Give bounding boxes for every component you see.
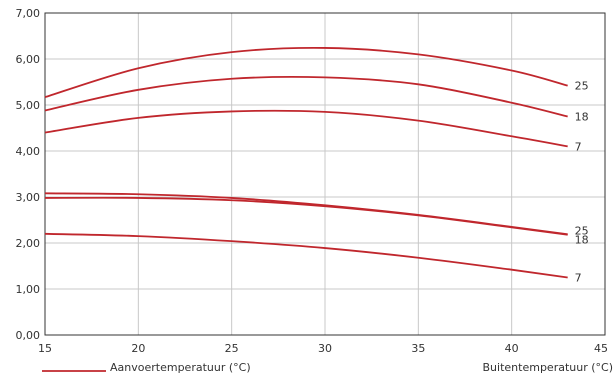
series-line [44, 75, 568, 118]
y-tick-label: 2,00 [16, 237, 41, 250]
series-line [44, 232, 568, 279]
series-line [44, 196, 568, 236]
series-end-label: 25 [575, 224, 589, 237]
legend-label: Aanvoertemperatuur (°C) [110, 361, 251, 374]
x-tick-label: 15 [38, 342, 52, 355]
series-end-label: 18 [575, 111, 589, 124]
series-end-label: 7 [575, 272, 582, 285]
x-tick-label: 20 [131, 342, 145, 355]
series-lines [44, 46, 568, 279]
legend: Aanvoertemperatuur (°C) [42, 361, 251, 374]
grid [45, 13, 605, 335]
x-axis-tick-labels: 15 20 25 30 35 40 45 [38, 342, 608, 355]
y-tick-label: 6,00 [16, 53, 41, 66]
y-tick-label: 1,00 [16, 283, 41, 296]
x-tick-label: 35 [411, 342, 425, 355]
y-tick-label: 4,00 [16, 145, 41, 158]
series-line [44, 192, 568, 236]
x-tick-label: 40 [505, 342, 519, 355]
y-tick-label: 7,00 [16, 7, 41, 20]
series-end-label: 25 [575, 80, 589, 93]
series-line [44, 109, 568, 148]
series-line [44, 46, 568, 99]
series-end-label: 18 [575, 234, 589, 247]
plot-frame [44, 12, 606, 336]
x-tick-label: 45 [594, 342, 608, 355]
x-tick-label: 25 [225, 342, 239, 355]
y-tick-label: 0,00 [16, 329, 41, 342]
y-tick-label: 5,00 [16, 99, 41, 112]
y-axis-tick-labels: 0,00 1,00 2,00 3,00 4,00 5,00 6,00 7,00 [16, 7, 41, 342]
x-axis-label: Buitentemperatuur (°C) [483, 361, 613, 374]
y-tick-label: 3,00 [16, 191, 41, 204]
x-tick-label: 30 [318, 342, 332, 355]
series-end-label: 7 [575, 140, 582, 153]
